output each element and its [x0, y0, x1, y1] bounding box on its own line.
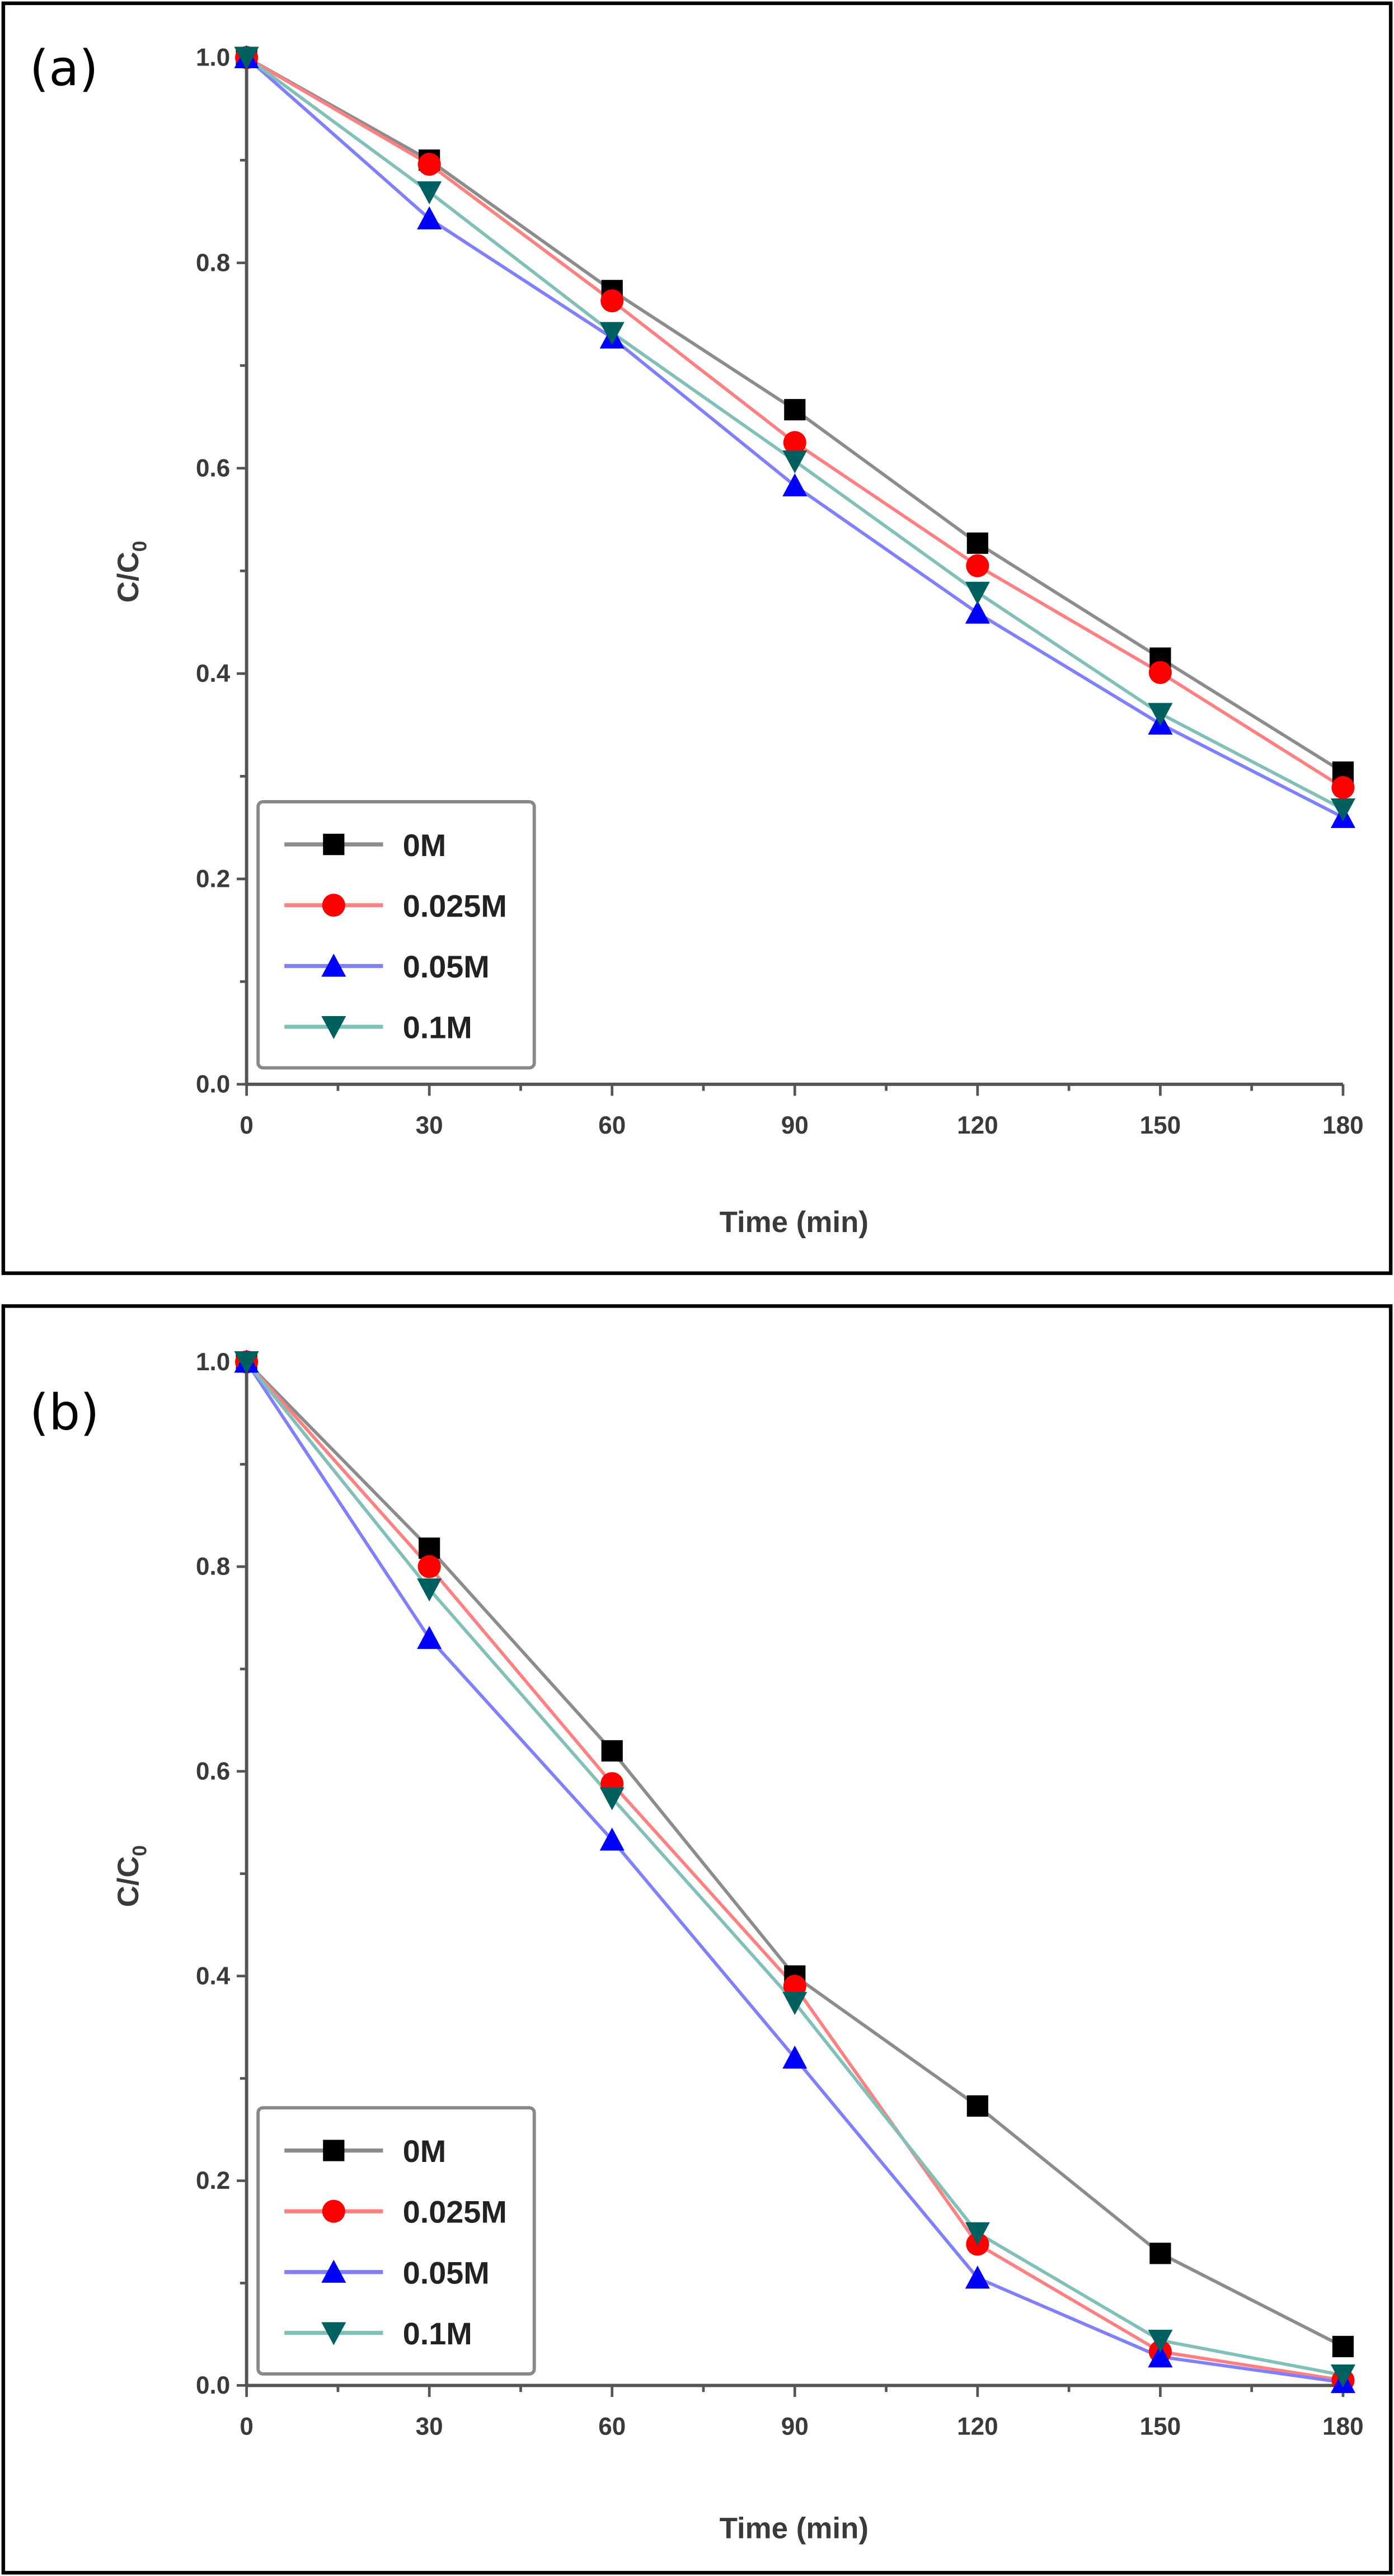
- data-point-0.05M: [1148, 2344, 1173, 2368]
- panel-a-ticks: 0.0 0.2 0.4 0.6 0.8 1.0 0 30 60 90 120 150 180: [196, 44, 1364, 1139]
- data-point-0.025M: [1331, 775, 1355, 800]
- x-tick-label: 90: [781, 1112, 809, 1139]
- data-point-0.05M: [417, 1626, 442, 1649]
- legend-label-0.025M: 0.025M: [403, 888, 507, 923]
- x-tick-label: 0: [240, 1112, 254, 1139]
- data-point-0M: [784, 399, 806, 421]
- panel-a-legend: 0M 0.025M 0.05M 0.1M: [256, 800, 536, 1070]
- data-point-0.1M: [965, 581, 990, 605]
- panel-a-label: (a): [30, 40, 98, 97]
- panel-b-ticks: 0.0 0.2 0.4 0.6 0.8 1.0 0 30 60 90 120 150 180: [196, 1348, 1364, 2441]
- data-point-0.05M: [599, 1827, 625, 1851]
- x-tick-label: 150: [1140, 1112, 1181, 1139]
- legend-label-0.1M: 0.1M: [403, 1010, 472, 1045]
- panel-b-y-axis-title-sub: 0: [129, 1845, 151, 1856]
- legend-label-0M: 0M: [403, 2133, 447, 2169]
- legend-marker-0.025M: [322, 2199, 345, 2223]
- y-tick-label: 0.4: [196, 1962, 231, 1990]
- legend-marker-0.025M: [322, 894, 345, 917]
- data-point-0.1M: [417, 181, 442, 205]
- x-tick-label: 150: [1140, 2413, 1181, 2440]
- data-point-0.1M: [1148, 2329, 1173, 2353]
- legend-label-0M: 0M: [403, 828, 447, 863]
- data-point-0.1M: [417, 1578, 442, 1602]
- y-tick-label: 0.4: [196, 660, 231, 688]
- legend-marker-0.05M: [321, 2259, 346, 2283]
- data-point-0M: [1332, 2335, 1354, 2357]
- data-point-0M: [1149, 2243, 1171, 2264]
- y-tick-label: 1.0: [196, 1348, 230, 1376]
- data-point-0.025M: [966, 554, 989, 577]
- legend-label-0.05M: 0.05M: [403, 2255, 490, 2290]
- y-tick-label: 0.8: [196, 249, 230, 276]
- data-point-0.1M: [782, 450, 808, 473]
- data-point-0.025M: [417, 1555, 441, 1578]
- data-point-0.1M: [599, 1787, 625, 1811]
- x-tick-label: 0: [240, 2413, 254, 2440]
- x-tick-label: 60: [598, 2413, 626, 2440]
- legend-marker-0.05M: [321, 953, 346, 977]
- data-point-0.1M: [234, 1351, 259, 1375]
- panel-b-label: (b): [30, 1384, 100, 1441]
- legend-box: [256, 800, 536, 1070]
- panel-b-y-axis-title-main: C/C: [112, 1856, 145, 1907]
- data-point-0.025M: [600, 289, 624, 313]
- legend-marker-0M: [323, 2140, 345, 2161]
- data-point-0.1M: [599, 322, 625, 345]
- y-tick-label: 0.2: [196, 2167, 230, 2194]
- y-tick-label: 0.6: [196, 1758, 230, 1785]
- panel-b-legend: 0M 0.025M 0.05M 0.1M: [256, 2106, 536, 2376]
- legend-marker-0M: [323, 834, 345, 855]
- data-point-0.025M: [783, 431, 806, 454]
- x-tick-label: 90: [781, 2413, 809, 2440]
- data-point-0.025M: [417, 153, 441, 176]
- y-tick-label: 1.0: [196, 44, 230, 71]
- y-tick-label: 0.6: [196, 455, 230, 482]
- data-point-0.05M: [965, 2265, 990, 2289]
- x-tick-label: 120: [957, 2413, 998, 2440]
- panel-a: (a) 0.0 0.2 0.4 0.6 0.8 1.0 0 30 60 90 120 150 180 T…: [1, 1, 1393, 1275]
- legend-label-0.05M: 0.05M: [403, 949, 490, 984]
- data-point-0.1M: [965, 2222, 990, 2245]
- data-point-0.05M: [417, 206, 442, 229]
- panel-a-y-axis-title-sub: 0: [129, 540, 151, 552]
- y-tick-label: 0.2: [196, 866, 230, 893]
- x-tick-label: 30: [416, 1112, 443, 1139]
- panel-b-series: [234, 1350, 1355, 2393]
- data-point-0.05M: [965, 600, 990, 624]
- panel-b-y-axis-title: C/C0: [112, 1845, 151, 1907]
- y-tick-label: 0.0: [196, 1071, 230, 1098]
- panel-b-x-axis-title: Time (min): [720, 2512, 869, 2545]
- x-tick-label: 120: [957, 1112, 998, 1139]
- data-point-0.1M: [1330, 2365, 1355, 2388]
- data-point-0.1M: [234, 46, 259, 70]
- panel-a-x-axis-title: Time (min): [720, 1206, 869, 1239]
- x-tick-label: 180: [1322, 2413, 1364, 2440]
- data-point-0.1M: [782, 1992, 808, 2015]
- x-tick-label: 60: [598, 1112, 626, 1139]
- panel-a-y-axis-title-main: C/C: [112, 552, 145, 603]
- legend-label-0.1M: 0.1M: [403, 2316, 472, 2351]
- legend-box: [256, 2106, 536, 2376]
- data-point-0.1M: [1330, 798, 1355, 822]
- data-point-0.025M: [1148, 661, 1172, 684]
- data-point-0M: [966, 532, 988, 554]
- data-point-0.1M: [1148, 703, 1173, 726]
- legend-label-0.025M: 0.025M: [403, 2194, 507, 2230]
- x-tick-label: 180: [1322, 1112, 1364, 1139]
- panel-a-border: [1, 1, 1393, 1275]
- panel-a-y-axis-title: C/C0: [112, 540, 151, 603]
- y-tick-label: 0.0: [196, 2372, 230, 2399]
- legend-marker-0.1M: [321, 1016, 346, 1040]
- data-point-0M: [966, 2095, 988, 2117]
- y-tick-label: 0.8: [196, 1553, 230, 1581]
- legend-marker-0.1M: [321, 2322, 346, 2345]
- x-tick-label: 30: [416, 2413, 443, 2440]
- data-point-0.05M: [782, 2046, 808, 2069]
- data-point-0M: [601, 1740, 623, 1762]
- data-point-0.05M: [782, 473, 808, 497]
- panel-b: (b) 0.0 0.2 0.4 0.6 0.8 1.0 0 30 60 90 120 150 180 T…: [1, 1304, 1393, 2575]
- panel-a-series: [234, 45, 1355, 828]
